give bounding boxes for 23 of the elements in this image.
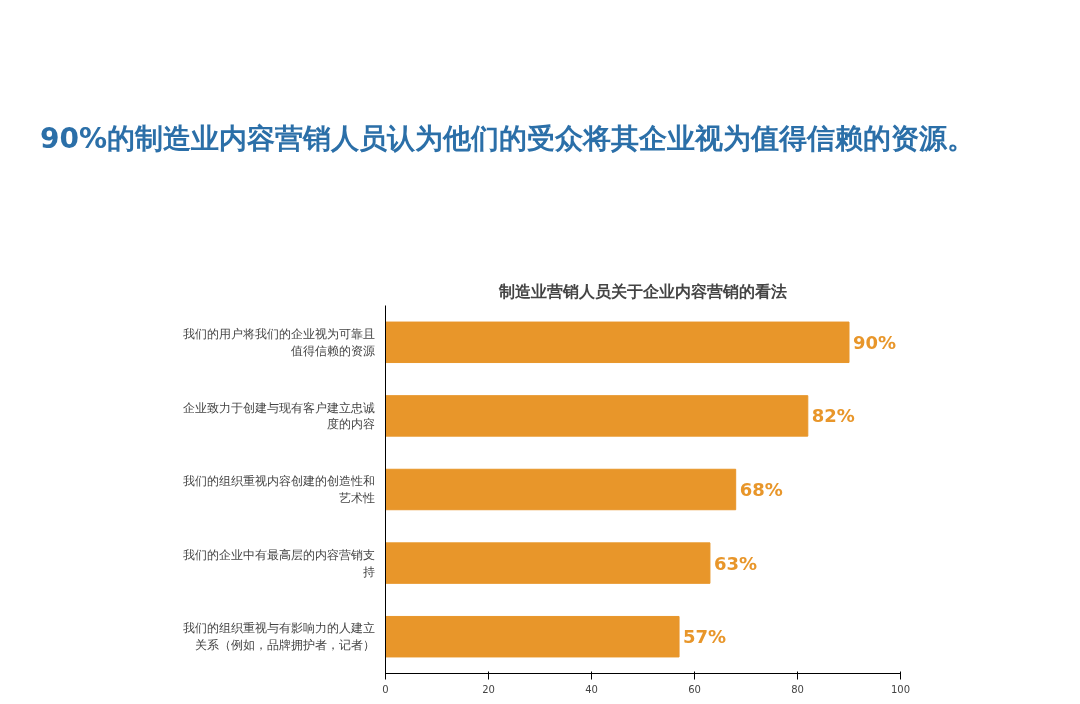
x-tick-label: 20: [482, 683, 495, 695]
y-tick-label: 我们的组织重视内容创建的创造性和艺术性: [182, 474, 375, 505]
y-tick-label: 我们的组织重视与有影响力的人建立关系（例如，品牌拥护者，记者）: [182, 621, 375, 653]
x-tick-label: 0: [382, 683, 389, 695]
bar: [385, 542, 711, 584]
bar: [385, 615, 680, 658]
chart-subtitle: 制造业营销人员关于企业内容营销的看法: [498, 281, 787, 301]
x-tick-label: 60: [688, 683, 701, 695]
x-tick-label: 100: [890, 683, 911, 695]
chart-title: 90%的制造业内容营销人员认为他们的受众将其企业视为值得信赖的资源。: [40, 121, 976, 157]
data-label: 82%: [811, 405, 855, 427]
data-label: 63%: [713, 552, 758, 574]
y-tick-label: 我们的用户将我们的企业视为可靠且值得信赖的资源: [182, 326, 375, 358]
bar: [385, 468, 737, 511]
x-tick-label: 40: [585, 683, 598, 695]
y-tick-label: 企业致力于创建与现有客户建立忠诚度的内容: [182, 400, 375, 432]
y-tick-label: 我们的企业中有最高层的内容营销支持: [182, 547, 375, 579]
data-label: 68%: [739, 479, 783, 500]
bar: [385, 395, 809, 437]
bar: [385, 321, 850, 364]
data-label: 90%: [853, 331, 897, 353]
data-label: 57%: [683, 626, 727, 648]
x-tick-label: 80: [791, 683, 804, 695]
